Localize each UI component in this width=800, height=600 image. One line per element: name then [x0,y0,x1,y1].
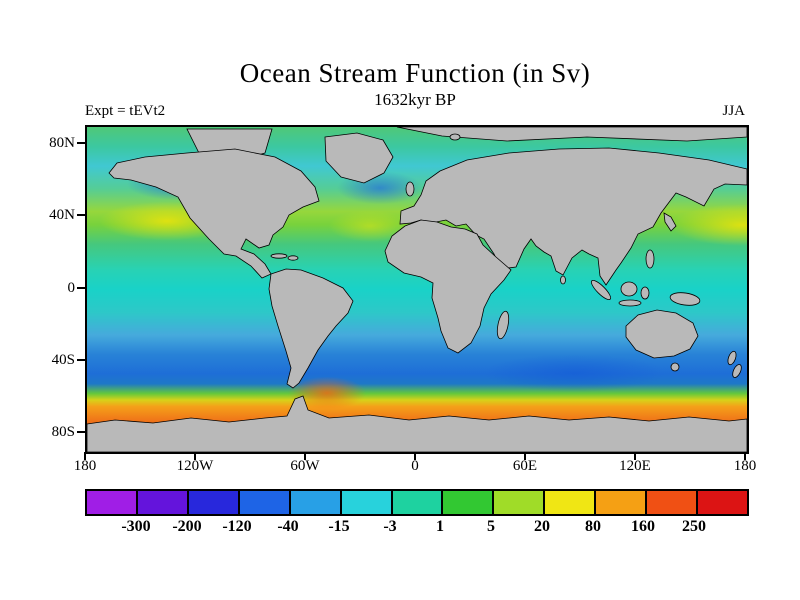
australia [625,309,699,359]
lon-tick-180w [84,452,86,460]
lon-tick-0 [414,452,416,460]
colorbar-segment [494,491,546,514]
sumatra [590,279,612,301]
south-america [268,268,354,389]
colorbar-label: 250 [682,518,706,535]
colorbar-segment [698,491,747,514]
lat-tick-80n [77,142,85,144]
philippines [645,249,655,269]
lat-tick-40n [77,214,85,216]
lon-label-60e: 60E [512,458,538,474]
colorbar-segment [137,491,189,514]
colorbar-label: -200 [172,518,202,535]
continents-overlay [87,127,747,452]
lat-tick-80s [77,431,85,433]
cuba [270,253,288,259]
world-map [85,125,749,454]
lon-tick-60e [524,452,526,460]
colorbar-label: 160 [631,518,655,535]
eurasia [399,147,747,286]
new-zealand-north [727,350,737,366]
tasmania [670,362,680,372]
chart-subtitle: 1632kyr BP [374,90,456,109]
lon-tick-120w [194,452,196,460]
lon-tick-60w [304,452,306,460]
colorbar [85,489,749,516]
hispaniola [287,255,299,261]
lon-label-60w: 60W [290,458,320,474]
lon-tick-120e [634,452,636,460]
lat-label-40s: 40S [51,352,75,368]
colorbar-segment [341,491,393,514]
lon-label-120e: 120E [619,458,651,474]
madagascar [496,310,510,340]
colorbar-label: -120 [222,518,252,535]
colorbar-label: 1 [436,518,444,535]
lat-tick-eq [77,287,85,289]
lon-label-180e: 180 [733,458,757,474]
java [618,299,642,307]
greenland [324,132,394,184]
colorbar-segment [239,491,291,514]
lat-label-40n: 40N [49,207,75,223]
united-kingdom [405,181,415,197]
colorbar-label: -300 [121,518,151,535]
arctic-strip [396,127,747,142]
colorbar-label: -15 [328,518,350,535]
africa [384,219,512,354]
svalbard [449,133,461,141]
colorbar-segment [443,491,495,514]
lat-label-80n: 80N [49,135,75,151]
colorbar-segment [290,491,342,514]
experiment-label: Expt = tEVt2 [85,103,166,119]
new-guinea [669,292,701,306]
borneo [620,281,638,297]
antarctica [87,395,747,452]
japan [663,212,677,232]
sri-lanka [560,275,566,285]
lat-label-80s: 80S [51,424,75,440]
north-america [108,148,320,279]
colorbar-label: -3 [383,518,397,535]
landmasses [87,127,747,452]
colorbar-segment [392,491,444,514]
lon-label-0: 0 [411,458,419,474]
lon-tick-180e [744,452,746,460]
colorbar-label: 20 [534,518,550,535]
chart-title: Ocean Stream Function (in Sv) [239,58,591,88]
colorbar-segment [596,491,648,514]
lon-label-180w: 180 [73,458,97,474]
colorbar-segment [545,491,597,514]
colorbar-label: -40 [277,518,299,535]
lon-label-120w: 120W [176,458,214,474]
new-zealand-south [732,364,742,378]
colorbar-label: 5 [487,518,495,535]
lat-label-eq: 0 [67,280,76,296]
colorbar-segment [188,491,240,514]
colorbar-segment [647,491,699,514]
colorbar-label: 80 [585,518,601,535]
lat-tick-40s [77,359,85,361]
colorbar-segment [87,491,138,514]
season-label: JJA [722,103,745,119]
sulawesi [640,286,650,300]
